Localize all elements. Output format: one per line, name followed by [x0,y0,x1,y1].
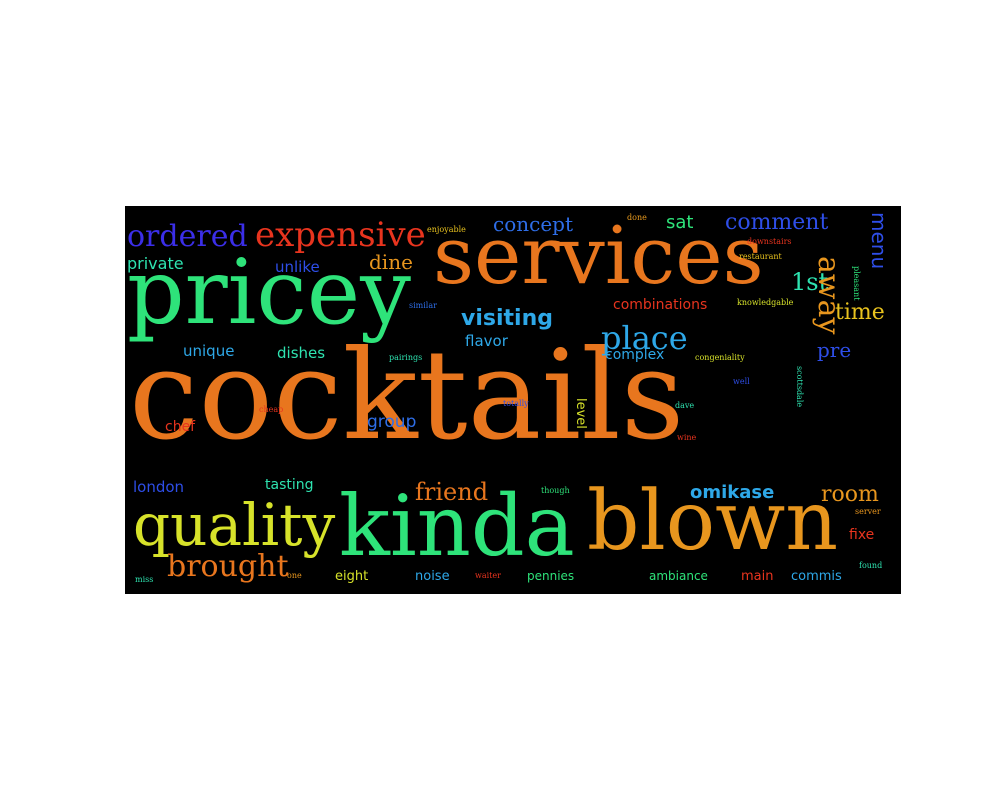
word-dine: dine [369,250,413,274]
word-kinda: kinda [339,477,575,575]
word-flavor: flavor [465,332,508,350]
word-level: level [573,398,588,429]
word-one: one [287,571,302,580]
word-chef: chef [165,419,196,435]
word-unique: unique [183,342,235,360]
word-private: private [127,254,184,273]
word-restaurant: restaurant [739,252,782,261]
word-downstairs: downstairs [747,237,792,246]
word-visiting: visiting [461,306,553,331]
word-well: well [733,377,750,386]
word-sat: sat [666,212,694,233]
word-group: group [367,412,417,432]
word-waiter: waiter [475,571,501,580]
word-miss: miss [135,575,154,584]
word-though: though [541,486,570,495]
word-complex: complex [605,347,665,363]
word-place: place [601,319,688,357]
word-enjoyable: enjoyable [427,225,466,234]
word-ambiance: ambiance [649,569,708,583]
word-pleasant: pleasant [852,266,861,301]
word-eight: eight [335,569,369,584]
word-quality: quality [133,491,336,559]
word-knowledgable: knowledgable [737,298,794,307]
word-omikase: omikase [690,482,775,503]
word-main: main [741,569,774,584]
word-pennies: pennies [527,569,575,583]
word-menu: menu [867,212,891,270]
word-done: done [627,213,647,222]
word-commis: commis [791,569,842,584]
word-fixe: fixe [849,527,875,543]
word-totally: totally [503,399,529,408]
word-room: room [821,482,879,507]
word-cheap: cheap [259,405,284,414]
word-tasting: tasting [265,477,314,493]
word-dave: dave [675,401,695,410]
word-concept: concept [493,212,573,236]
word-congeniality: congeniality [695,353,745,362]
word-away: away [811,256,846,335]
word-noise: noise [415,569,450,584]
word-friend: friend [415,478,489,506]
word-pre: pre [817,338,852,362]
word-found: found [859,561,883,570]
word-comment: comment [725,210,829,235]
word-ordered: ordered [127,219,248,254]
word-wine: wine [677,433,697,442]
word-unlike: unlike [275,258,320,276]
word-scottsdale: scottsdale [795,366,804,408]
word-blown: blown [587,474,839,569]
word-services: services [433,209,764,302]
word-combinations: combinations [613,297,708,313]
word-1st: 1st [791,268,829,296]
word-similar: similar [409,301,437,310]
word-pricey: pricey [127,240,411,345]
word-cloud: cocktails services pricey kinda blown qu… [125,206,901,594]
word-server: server [855,507,881,516]
word-pairings: pairings [389,353,423,362]
word-dishes: dishes [277,344,326,362]
word-london: london [133,478,185,496]
word-brought: brought [167,549,289,584]
word-cocktails: cocktails [129,324,685,468]
word-expensive: expensive [255,215,426,255]
word-time: time [835,300,885,325]
